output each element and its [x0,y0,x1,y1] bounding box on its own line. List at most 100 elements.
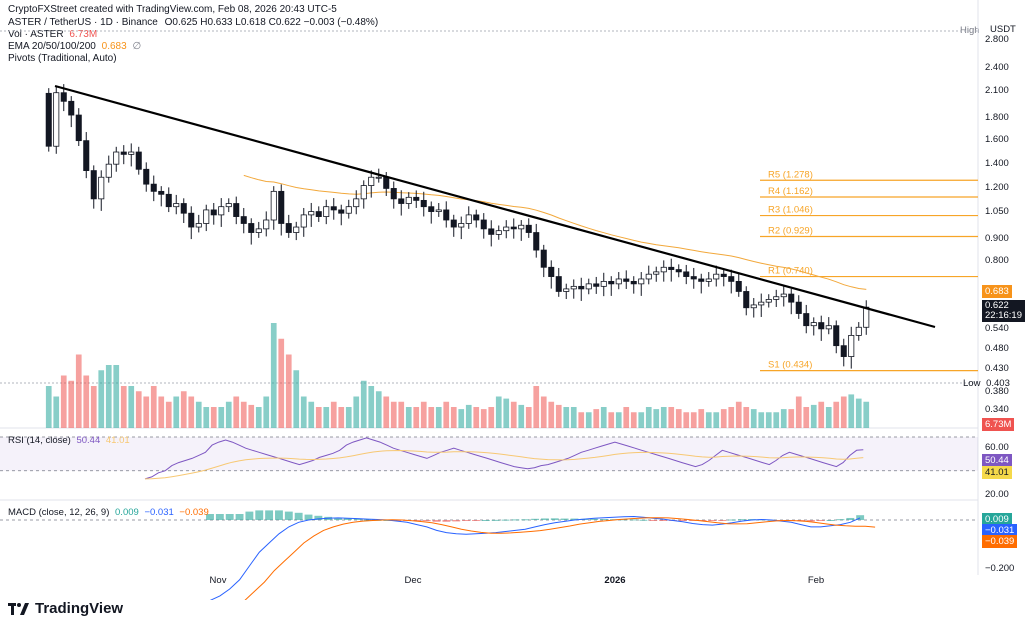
volume-bar [443,401,450,428]
pivot-label-R1: R1 (0.740) [768,266,813,277]
macd-histogram-bar [698,520,707,521]
rsi-legend[interactable]: RSI (14, close) 50.44 41.01 [8,435,130,446]
macd-histogram-bar [629,519,638,521]
macd-histogram-bar [255,510,264,520]
grid-lines [0,0,979,575]
rsi-pane: 60.00 20.00 [0,436,1009,500]
candle-body [743,291,750,309]
ema-legend[interactable]: EMA 20/50/100/200 0.683 ∅ [8,41,141,53]
ema-line [243,174,867,290]
macd-histogram-bar [688,520,697,521]
candle-body [533,232,540,251]
candle-body [188,212,195,228]
volume-bar [143,396,150,428]
volume-bar [638,412,645,428]
candle-body [180,203,187,214]
candle-body [443,209,450,221]
macd-histogram-bar [738,519,746,521]
chart-canvas[interactable]: R5 (1.278) R4 (1.162) R3 (1.046) R2 (0.929)… [0,0,1033,600]
volume-bar [698,409,705,428]
macd-histogram-bar [846,517,855,520]
volume-bar [825,407,832,428]
macd-histogram-bar [472,520,480,521]
volume-bar [135,391,142,428]
candle-body [233,203,240,217]
volume-bar [608,412,615,428]
price-tick-label: 1.600 [985,134,1009,145]
macd-histogram-bar [550,518,559,520]
candle-body [548,266,555,277]
volume-bar [683,412,690,428]
volume-bar [375,391,382,428]
macd-histogram-bar [560,518,569,520]
candle-body [368,176,375,186]
pivot-label-S1: S1 (0.434) [768,360,812,371]
volume-bar [218,407,225,428]
volume-bar [585,412,592,428]
candle-body [645,273,652,280]
candle-body [90,170,97,200]
macd-histogram-bar [816,520,825,521]
candle-body [270,190,277,221]
volume-bar [623,407,630,428]
pivot-label-R2: R2 (0.929) [768,225,813,236]
macd-histogram-bar [619,519,628,521]
tradingview-logo[interactable]: TradingView [8,600,123,617]
volume-bar [840,396,847,428]
volume-bar [773,412,780,428]
volume-bar [615,412,622,428]
candle-body [120,151,127,155]
candle-body [593,283,600,287]
macd-histogram-bar [501,519,510,521]
volume-bar [713,412,720,428]
volume-bar [833,401,840,428]
macd-signal-line [244,517,876,600]
candle-body [195,223,202,228]
macd-histogram-bar [826,520,835,521]
candle-body [863,306,870,328]
volume-bar [45,386,52,428]
price-tick-label: 0.480 [985,343,1009,354]
macd-pane: −0.200 [0,510,1014,600]
candle-body [353,198,360,208]
pivots-legend[interactable]: Pivots (Traditional, Auto) [8,53,117,64]
candle-body [660,266,667,273]
candle-body [60,92,67,102]
volume-bar [518,404,525,428]
currency-label[interactable]: USDT [990,24,1016,35]
candle-body [150,183,157,192]
macd-histogram-bar [678,520,687,521]
macd-histogram-bar [245,511,254,520]
macd-histogram-bar [491,519,500,521]
price-tick-label: 1.400 [985,158,1009,169]
volume-bar [383,396,390,428]
ema-price-tag: 0.683 [982,285,1012,298]
volume-legend[interactable]: Vol · ASTER 6.73M [8,29,97,41]
candle-body [555,276,562,292]
volume-bar [743,407,750,428]
volume-bar [128,386,135,428]
macd-histogram-bar [442,520,451,522]
macd-histogram-bar [649,520,658,521]
volume-bar [248,404,255,428]
last-price-tag: 0.622 22:16:19 [982,300,1025,322]
symbol-title[interactable]: ASTER / TetherUS · 1D · Binance [8,17,158,28]
macd-legend[interactable]: MACD (close, 12, 26, 9) 0.009 −0.031 −0.… [8,507,209,518]
ema-legend-value: 0.683 [101,41,127,52]
candle-body [45,92,52,147]
macd-histogram-bar [432,520,441,522]
pivot-label-R4: R4 (1.162) [768,186,813,197]
volume-bar [765,412,772,428]
candle-body [420,199,427,208]
candle-body [518,224,525,230]
candle-body [285,223,292,233]
macd-histogram-bar [452,520,461,522]
candle-body [683,271,690,277]
low-value: 0.403 [986,378,1010,389]
candle-body [308,211,315,216]
candle-body [563,288,570,292]
macd-histogram-bar [481,520,490,521]
volume-bar [855,398,862,428]
rsi-tag: 50.44 [982,454,1012,467]
candle-body [225,203,232,208]
